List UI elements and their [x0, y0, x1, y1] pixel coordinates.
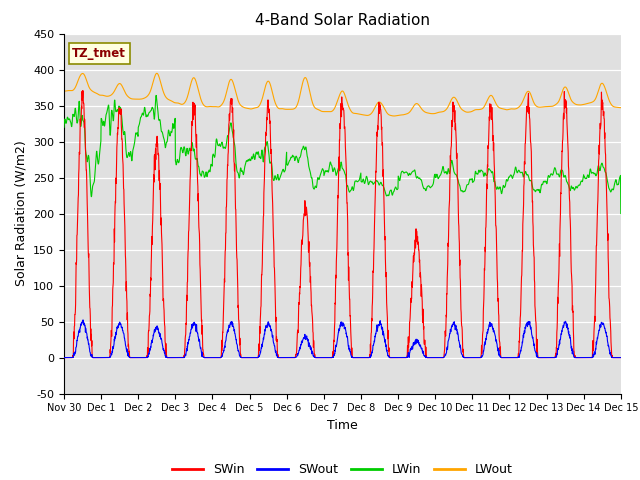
X-axis label: Time: Time [327, 419, 358, 432]
Y-axis label: Solar Radiation (W/m2): Solar Radiation (W/m2) [15, 141, 28, 287]
Title: 4-Band Solar Radiation: 4-Band Solar Radiation [255, 13, 430, 28]
Text: TZ_tmet: TZ_tmet [72, 47, 126, 60]
Legend: SWin, SWout, LWin, LWout: SWin, SWout, LWin, LWout [167, 458, 518, 480]
